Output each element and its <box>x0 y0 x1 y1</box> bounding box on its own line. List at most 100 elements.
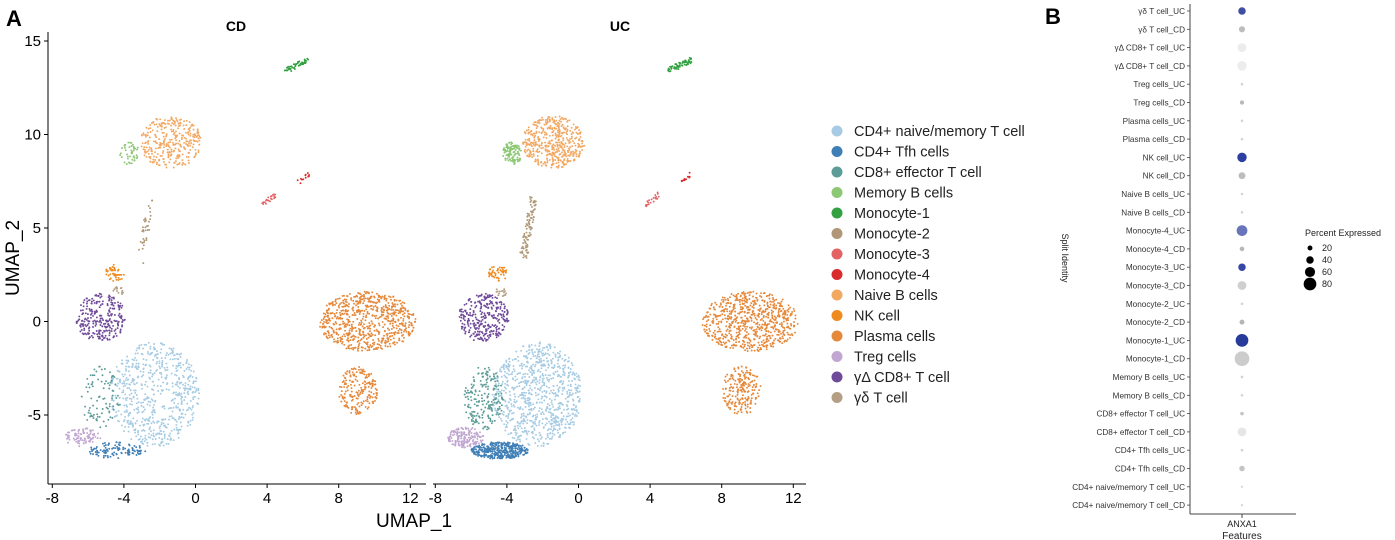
cell-point <box>491 452 494 455</box>
cell-point <box>175 406 178 409</box>
cell-point <box>129 412 132 415</box>
cell-point <box>370 300 372 303</box>
cell-point <box>496 268 499 271</box>
cell-point <box>481 444 483 447</box>
cell-point <box>498 405 501 408</box>
cell-point <box>299 182 302 185</box>
cell-point <box>173 149 176 152</box>
cell-point <box>86 435 89 438</box>
cell-point <box>561 403 564 406</box>
cell-point <box>578 150 581 153</box>
cell-point <box>110 330 113 333</box>
cell-point <box>96 320 99 323</box>
cell-point <box>368 348 371 351</box>
cell-point <box>502 413 505 416</box>
cell-point <box>542 363 545 366</box>
cell-point <box>364 341 367 344</box>
cell-point <box>172 143 175 146</box>
facet-title-cd: CD <box>226 18 246 34</box>
cell-point <box>360 321 363 324</box>
cell-point <box>142 244 145 247</box>
cell-point <box>146 385 149 388</box>
cell-point <box>175 405 178 408</box>
cell-point <box>185 131 187 134</box>
cell-point <box>524 420 527 423</box>
cell-point <box>192 398 195 401</box>
cell-point <box>155 163 158 166</box>
cell-point <box>556 370 559 373</box>
cell-point <box>558 428 561 430</box>
cell-point <box>184 413 187 416</box>
cell-point <box>546 127 549 130</box>
cell-point <box>97 295 100 298</box>
cell-point <box>567 360 570 363</box>
cell-point <box>408 334 411 337</box>
cell-point <box>165 135 168 138</box>
cell-point <box>93 368 96 371</box>
cell-point <box>116 384 119 387</box>
cell-point <box>373 341 376 344</box>
cell-point <box>198 143 201 146</box>
cell-point <box>547 363 550 366</box>
cell-point <box>84 332 87 335</box>
cell-point <box>149 401 152 403</box>
cell-point <box>356 392 359 394</box>
cell-point <box>526 380 529 383</box>
cell-point <box>136 397 139 400</box>
cell-point <box>195 377 198 380</box>
cell-point <box>489 325 492 328</box>
cell-point <box>343 322 346 325</box>
cell-point <box>83 329 86 332</box>
cell-point <box>168 435 171 437</box>
cell-point <box>168 146 171 149</box>
cell-point <box>386 309 389 312</box>
cell-point <box>392 313 395 316</box>
cell-point <box>562 368 565 371</box>
cell-point <box>348 371 351 374</box>
cell-point <box>463 323 466 326</box>
cell-point <box>361 325 364 328</box>
cell-point <box>561 432 564 435</box>
cell-point <box>487 455 489 458</box>
cell-point <box>563 146 566 149</box>
cell-point <box>470 387 473 390</box>
cell-point <box>364 386 367 389</box>
cell-point <box>165 374 168 377</box>
cell-point <box>356 397 359 400</box>
cell-point <box>378 343 381 346</box>
cell-point <box>126 421 129 424</box>
cell-point <box>483 333 486 336</box>
cell-point <box>187 162 190 164</box>
cell-point <box>168 151 171 153</box>
cell-point <box>144 383 146 386</box>
cell-point <box>160 371 162 374</box>
cell-point <box>554 137 557 140</box>
cell-point <box>192 143 195 146</box>
cell-point <box>183 120 186 123</box>
cell-point <box>348 379 351 382</box>
cell-point <box>491 271 494 274</box>
cell-point <box>189 126 192 129</box>
cell-point <box>304 59 306 62</box>
cell-point <box>125 376 128 379</box>
cell-point <box>83 413 86 416</box>
cell-point <box>470 413 473 416</box>
cell-point <box>125 409 128 412</box>
cell-point <box>483 383 486 386</box>
cell-point <box>382 311 385 314</box>
cell-point <box>146 150 149 153</box>
cell-point <box>163 119 166 122</box>
cell-point <box>396 309 399 312</box>
cell-point <box>124 397 127 400</box>
cell-point <box>348 292 351 295</box>
cell-point <box>529 404 532 407</box>
cell-point <box>538 440 540 443</box>
cell-point <box>578 397 581 400</box>
cell-point <box>104 322 107 325</box>
cell-point <box>550 419 553 421</box>
cell-point <box>144 380 147 383</box>
cell-point <box>473 403 476 406</box>
cell-point <box>500 409 503 412</box>
cell-point <box>513 445 516 447</box>
cell-point <box>324 315 326 318</box>
